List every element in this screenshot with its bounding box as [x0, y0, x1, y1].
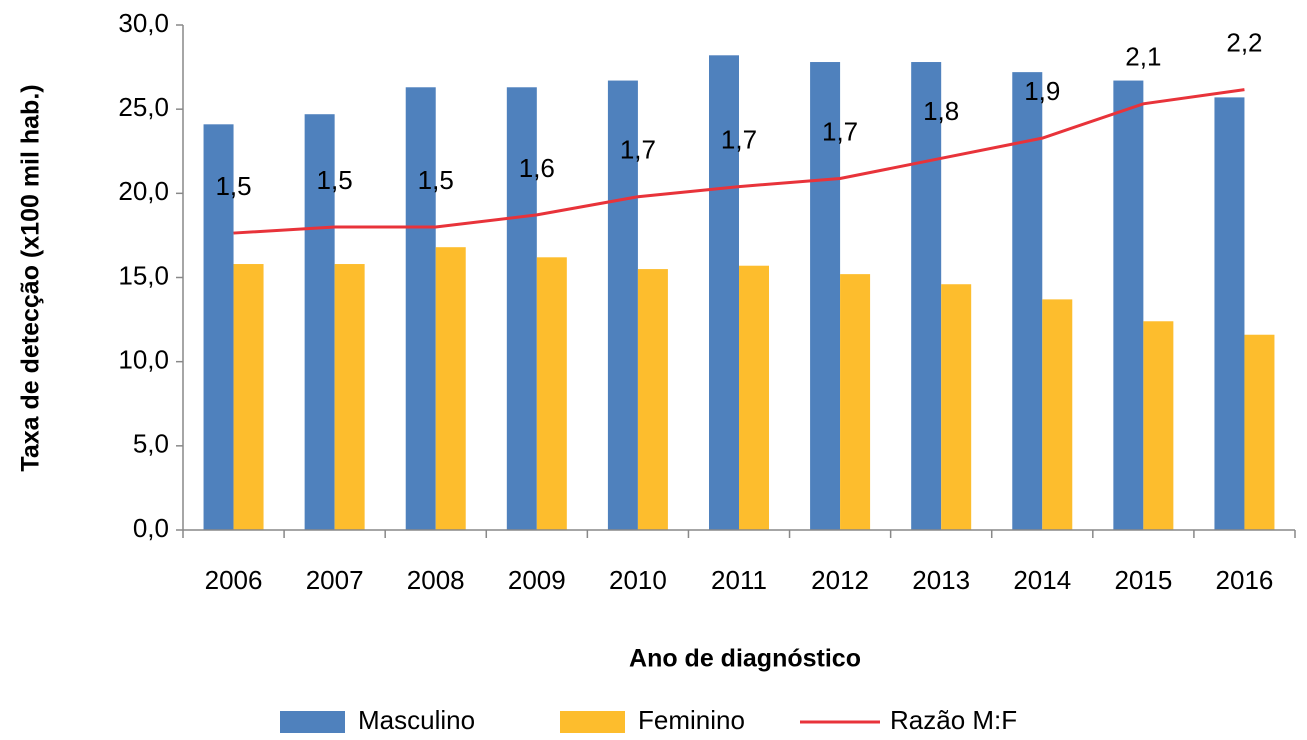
data-label: 1,5 — [215, 171, 251, 201]
data-label: 1,8 — [923, 96, 959, 126]
bar — [203, 124, 234, 531]
y-tick-label: 30,0 — [118, 8, 169, 38]
x-tick-label: 2011 — [711, 565, 767, 595]
y-tick-label: 5,0 — [133, 429, 169, 459]
data-label: 2,2 — [1226, 28, 1262, 58]
x-tick-label: 2008 — [407, 565, 465, 595]
legend-label: Razão M:F — [890, 705, 1017, 735]
bar — [1244, 334, 1275, 530]
y-tick-label: 15,0 — [118, 260, 169, 290]
data-label: 1,9 — [1024, 76, 1060, 106]
x-tick-label: 2016 — [1216, 565, 1274, 595]
y-tick-label: 20,0 — [118, 176, 169, 206]
bar — [810, 62, 841, 531]
bar — [941, 284, 972, 530]
bar — [1113, 80, 1144, 531]
y-tick-label: 25,0 — [118, 92, 169, 122]
bar — [233, 264, 264, 530]
bar — [709, 55, 739, 531]
bar — [840, 274, 871, 530]
data-label: 1,5 — [317, 165, 353, 195]
x-tick-label: 2010 — [609, 565, 667, 595]
legend-label: Masculino — [358, 705, 475, 735]
x-tick-label: 2012 — [811, 565, 869, 595]
bar — [1214, 97, 1245, 530]
bar — [405, 87, 436, 531]
bar — [435, 247, 466, 530]
legend-swatch — [280, 711, 345, 733]
x-tick-label: 2009 — [508, 565, 566, 595]
data-label: 2,1 — [1125, 42, 1161, 72]
data-label: 1,7 — [620, 135, 656, 165]
bar — [536, 257, 567, 530]
data-label: 1,7 — [721, 124, 757, 154]
legend-label: Feminino — [638, 705, 745, 735]
x-tick-label: 2007 — [306, 565, 364, 595]
bar — [1012, 72, 1043, 530]
data-label: 1,5 — [418, 165, 454, 195]
bar — [334, 264, 365, 530]
data-label: 1,7 — [822, 116, 858, 146]
x-tick-label: 2015 — [1114, 565, 1172, 595]
bar — [607, 80, 638, 531]
bar — [911, 62, 942, 531]
bar — [1042, 299, 1073, 530]
bar — [637, 269, 668, 530]
x-tick-label: 2014 — [1013, 565, 1071, 595]
x-axis-title: Ano de diagnóstico — [629, 645, 861, 673]
y-tick-label: 10,0 — [118, 345, 169, 375]
x-tick-label: 2006 — [205, 565, 263, 595]
bar — [739, 265, 769, 530]
bar — [1143, 321, 1174, 530]
data-label: 1,6 — [519, 153, 555, 183]
bar — [304, 114, 335, 530]
x-tick-label: 2013 — [912, 565, 970, 595]
bar — [506, 87, 537, 531]
line — [233, 88, 1245, 235]
y-axis-title: Taxa de detecção (x100 mil hab.) — [17, 84, 45, 471]
y-tick-label: 0,0 — [133, 513, 169, 543]
legend-swatch — [560, 711, 625, 733]
